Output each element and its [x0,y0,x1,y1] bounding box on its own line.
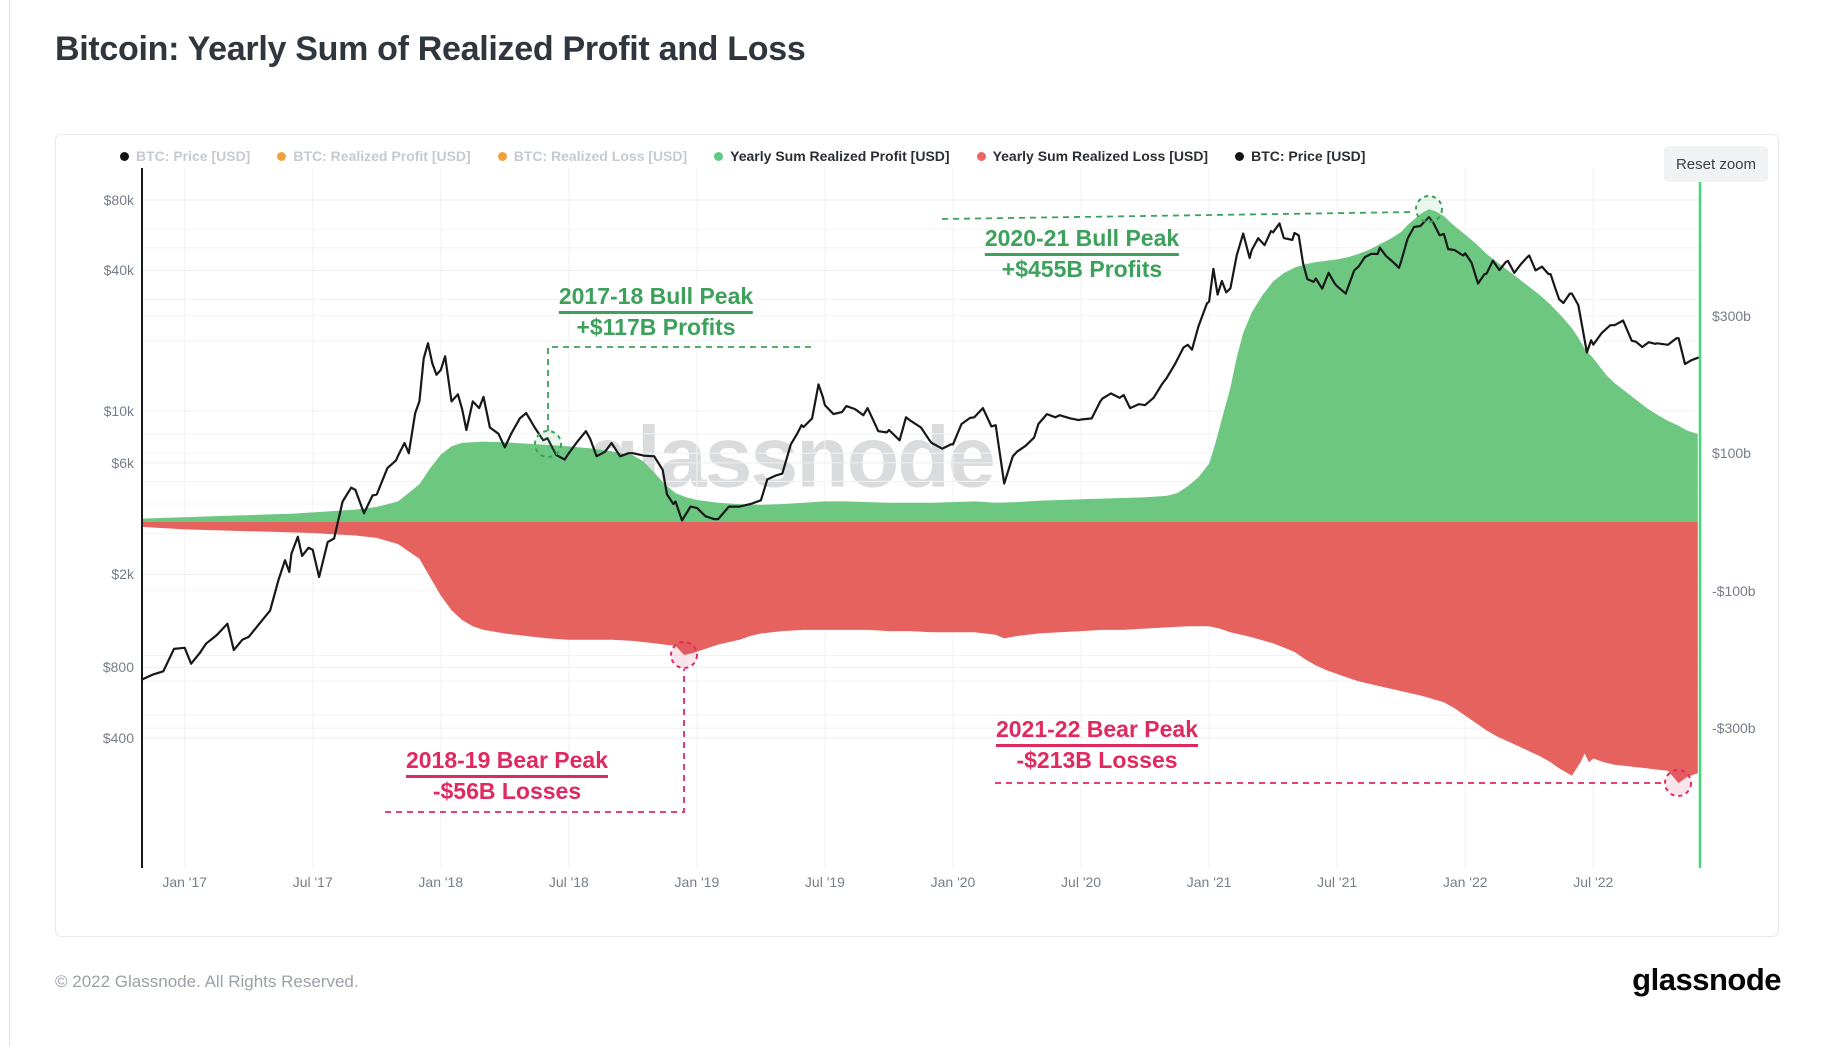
footer-copyright: © 2022 Glassnode. All Rights Reserved. [55,972,359,991]
callout-value: -$56B Losses [432,778,582,804]
x-axis-tick: Jul '21 [1317,874,1358,890]
callout-title: 2018-19 Bear Peak [405,747,609,778]
x-axis-tick: Jan '18 [418,874,464,890]
legend-label: Yearly Sum Realized Loss [USD] [992,148,1209,164]
glassnode-logo: glassnode [1632,962,1781,997]
x-axis-tick: Jan '22 [1442,874,1488,890]
left-axis-tick: $10k [103,403,134,420]
legend-label: BTC: Price [USD] [136,148,251,164]
legend-dot-icon [976,151,986,161]
x-axis-tick: Jan '20 [930,874,976,890]
bull-2020-21-callout: 2020-21 Bull Peak +$455B Profits [984,225,1180,283]
page-edge-divider [9,0,10,1046]
callout-title: 2020-21 Bull Peak [984,225,1180,256]
left-axis-tick: $2k [111,566,134,583]
legend-dot-icon [714,151,724,161]
right-axis-tick: -$100b [1712,582,1756,599]
x-axis-tick: Jul '22 [1573,874,1614,890]
legend-item-4[interactable]: Yearly Sum Realized Loss [USD] [976,148,1209,164]
left-axis-tick: $40k [103,262,134,279]
chart-legend: BTC: Price [USD] BTC: Realized Profit [US… [120,148,1365,164]
legend-item-2[interactable]: BTC: Realized Loss [USD] [497,148,688,164]
bull-2017-18-callout: 2017-18 Bull Peak +$117B Profits [558,283,754,341]
legend-label: BTC: Realized Profit [USD] [293,148,471,164]
legend-label: Yearly Sum Realized Profit [USD] [730,148,950,164]
x-axis-tick: Jul '20 [1061,874,1102,890]
callout-title: 2021-22 Bear Peak [995,716,1199,747]
callout-title: 2017-18 Bull Peak [558,283,754,314]
legend-item-1[interactable]: BTC: Realized Profit [USD] [277,148,471,164]
page-title: Bitcoin: Yearly Sum of Realized Profit a… [55,30,806,68]
legend-item-3[interactable]: Yearly Sum Realized Profit [USD] [714,148,950,164]
right-axis-tick: $100b [1712,445,1751,462]
legend-dot-icon [1235,151,1245,161]
right-axis-tick: $300b [1712,307,1751,324]
legend-dot-icon [497,151,507,161]
left-axis-tick: $400 [102,729,134,746]
x-axis-tick: Jul '17 [292,874,333,890]
callout-value: -$213B Losses [1016,747,1178,773]
legend-label: BTC: Realized Loss [USD] [513,148,688,164]
legend-dot-icon [120,151,129,161]
left-axis-tick: $6k [111,454,134,471]
legend-label: BTC: Price [USD] [1251,148,1366,164]
left-axis-tick: $800 [102,659,134,676]
callout-value: +$455B Profits [1001,256,1163,282]
reset-zoom-button[interactable]: Reset zoom [1664,146,1768,182]
left-axis-tick: $80k [103,192,134,208]
right-axis-tick: -$300b [1712,720,1756,737]
legend-item-0[interactable]: BTC: Price [USD] [120,148,250,164]
x-axis-tick: Jul '18 [548,874,589,890]
x-axis-tick: Jul '19 [804,874,845,890]
x-axis-tick: Jan '19 [674,874,720,890]
callout-value: +$117B Profits [576,314,736,340]
bear-2021-22-callout: 2021-22 Bear Peak -$213B Losses [995,716,1199,774]
legend-item-5[interactable]: BTC: Price [USD] [1235,148,1365,164]
legend-dot-icon [277,151,287,161]
bear-2018-19-callout: 2018-19 Bear Peak -$56B Losses [405,747,609,805]
x-axis-tick: Jan '17 [162,874,208,890]
x-axis-tick: Jan '21 [1186,874,1232,890]
